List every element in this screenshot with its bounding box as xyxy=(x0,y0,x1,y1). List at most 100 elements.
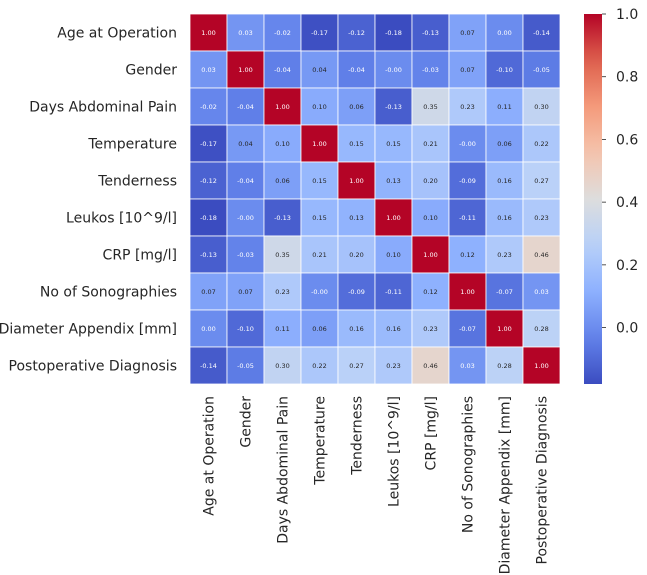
heatmap-cell-label: 0.28 xyxy=(534,325,548,333)
row-tick-label: Age at Operation xyxy=(57,26,177,42)
heatmap-cell-label: 0.04 xyxy=(312,66,326,74)
row-tick-label: CRP [mg/l] xyxy=(103,248,177,264)
heatmap-cell-label: -0.18 xyxy=(385,29,402,37)
heatmap-cell-label: -0.10 xyxy=(237,325,254,333)
heatmap-cell-label: 0.11 xyxy=(275,325,289,333)
heatmap-cell xyxy=(448,272,487,311)
colorbar-tick-label: 0.0 xyxy=(616,321,638,337)
heatmap-cell-label: 0.30 xyxy=(534,103,548,111)
column-tick-label: Age at Operation xyxy=(202,396,218,516)
heatmap-cell-label: 0.21 xyxy=(423,140,437,148)
heatmap-cell-label: 0.27 xyxy=(534,177,548,185)
heatmap-cell-label: -0.07 xyxy=(459,325,476,333)
column-tick-label: Leukos [10^9/l] xyxy=(387,396,403,507)
heatmap-cell-label: -0.14 xyxy=(533,29,550,37)
row-tick-label: Days Abdominal Pain xyxy=(29,100,177,116)
heatmap-cell-label: 0.15 xyxy=(349,140,363,148)
heatmap-cell-label: -0.04 xyxy=(274,66,291,74)
heatmap-cell xyxy=(189,13,228,52)
heatmap-cell-label: 1.00 xyxy=(423,251,437,259)
heatmap-cell-label: 0.20 xyxy=(349,251,363,259)
heatmap-cell-label: -0.02 xyxy=(274,29,291,37)
heatmap-cell-label: 1.00 xyxy=(349,177,363,185)
heatmap-cell xyxy=(411,272,450,311)
heatmap-cell xyxy=(300,50,339,89)
heatmap-cell xyxy=(522,87,561,126)
heatmap-cell-label: -0.00 xyxy=(311,288,328,296)
heatmap-cell-label: 0.28 xyxy=(497,362,511,370)
heatmap-cell xyxy=(485,235,524,274)
heatmap-cell xyxy=(189,87,228,126)
heatmap-cell-label: 0.06 xyxy=(349,103,363,111)
heatmap-cell-labels: 1.00 0.03 -0.02 -0.17 -0.12 -0.18 -0.13 0.07 0.0… xyxy=(200,29,550,370)
heatmap-cell-label: 0.00 xyxy=(201,325,215,333)
heatmap-cell xyxy=(226,13,265,52)
heatmap-cell xyxy=(448,346,487,385)
heatmap-cell-label: 0.03 xyxy=(534,288,548,296)
heatmap-cell xyxy=(263,272,302,311)
heatmap-cell xyxy=(300,309,339,348)
heatmap-cell-label: 0.21 xyxy=(312,251,326,259)
heatmap-cell xyxy=(485,346,524,385)
column-tick-label: CRP [mg/l] xyxy=(424,396,440,470)
heatmap-cell xyxy=(263,161,302,200)
heatmap-cell xyxy=(263,87,302,126)
heatmap-cell-label: -0.13 xyxy=(422,29,439,37)
column-tick-labels: Age at Operation Gender Days Abdominal Pai… xyxy=(202,396,551,575)
column-tick-label: Tenderness xyxy=(350,396,366,476)
heatmap-cell xyxy=(337,309,376,348)
heatmap-cell-label: -0.14 xyxy=(200,362,217,370)
heatmap-cell xyxy=(300,235,339,274)
heatmap-cell-label: -0.09 xyxy=(459,177,476,185)
row-tick-label: Leukos [10^9/l] xyxy=(66,211,177,227)
heatmap-cell-label: 1.00 xyxy=(460,288,474,296)
heatmap-cell-label: -0.11 xyxy=(385,288,402,296)
heatmap-cell-label: 0.16 xyxy=(349,325,363,333)
heatmap-cell xyxy=(374,50,413,89)
heatmap-cell xyxy=(374,13,413,52)
heatmap-cell-label: 0.07 xyxy=(201,288,215,296)
heatmap-cell-label: -0.18 xyxy=(200,214,217,222)
heatmap-cell xyxy=(374,161,413,200)
column-tick-label: Postoperative Diagnosis xyxy=(535,396,551,564)
heatmap-cell-label: 1.00 xyxy=(534,362,548,370)
heatmap-cell xyxy=(337,346,376,385)
heatmap-cell xyxy=(522,161,561,200)
heatmap-cell xyxy=(411,346,450,385)
heatmap-cell xyxy=(226,161,265,200)
heatmap-cell-label: 0.06 xyxy=(497,140,511,148)
heatmap-cell-label: 0.15 xyxy=(312,177,326,185)
heatmap-cell-label: 1.00 xyxy=(275,103,289,111)
row-tick-label: Diameter Appendix [mm] xyxy=(0,322,177,338)
heatmap-cell-label: 0.23 xyxy=(497,251,511,259)
heatmap-cell-label: -0.00 xyxy=(385,66,402,74)
heatmap-cell-label: 0.03 xyxy=(238,29,252,37)
heatmap-cell-label: 1.00 xyxy=(201,29,215,37)
heatmap-cell xyxy=(263,13,302,52)
heatmap-cell-label: 1.00 xyxy=(312,140,326,148)
heatmap-cell-label: 0.16 xyxy=(497,214,511,222)
heatmap-cell xyxy=(448,87,487,126)
heatmap-cell-label: 0.10 xyxy=(423,214,437,222)
heatmap-cell-label: -0.03 xyxy=(422,66,439,74)
heatmap-cell xyxy=(300,198,339,237)
heatmap-cell xyxy=(337,272,376,311)
heatmap-cell xyxy=(226,272,265,311)
row-tick-label: Postoperative Diagnosis xyxy=(9,359,177,375)
heatmap-cell xyxy=(411,124,450,163)
heatmap-cell-label: 0.20 xyxy=(423,177,437,185)
heatmap-cell xyxy=(189,124,228,163)
heatmap-cell-label: 0.30 xyxy=(275,362,289,370)
heatmap-cell-label: 0.11 xyxy=(497,103,511,111)
heatmap-cell xyxy=(300,272,339,311)
heatmap-cell xyxy=(226,50,265,89)
heatmap-cell-label: -0.10 xyxy=(496,66,513,74)
row-tick-label: No of Sonographies xyxy=(40,285,177,301)
colorbar-tick-label: 0.4 xyxy=(616,195,638,211)
heatmap-cell-label: 0.04 xyxy=(238,140,252,148)
heatmap-cell-label: 0.06 xyxy=(275,177,289,185)
heatmap-cell-label: -0.13 xyxy=(200,251,217,259)
heatmap-cell-label: 1.00 xyxy=(238,66,252,74)
heatmap-cell-label: 0.35 xyxy=(423,103,437,111)
